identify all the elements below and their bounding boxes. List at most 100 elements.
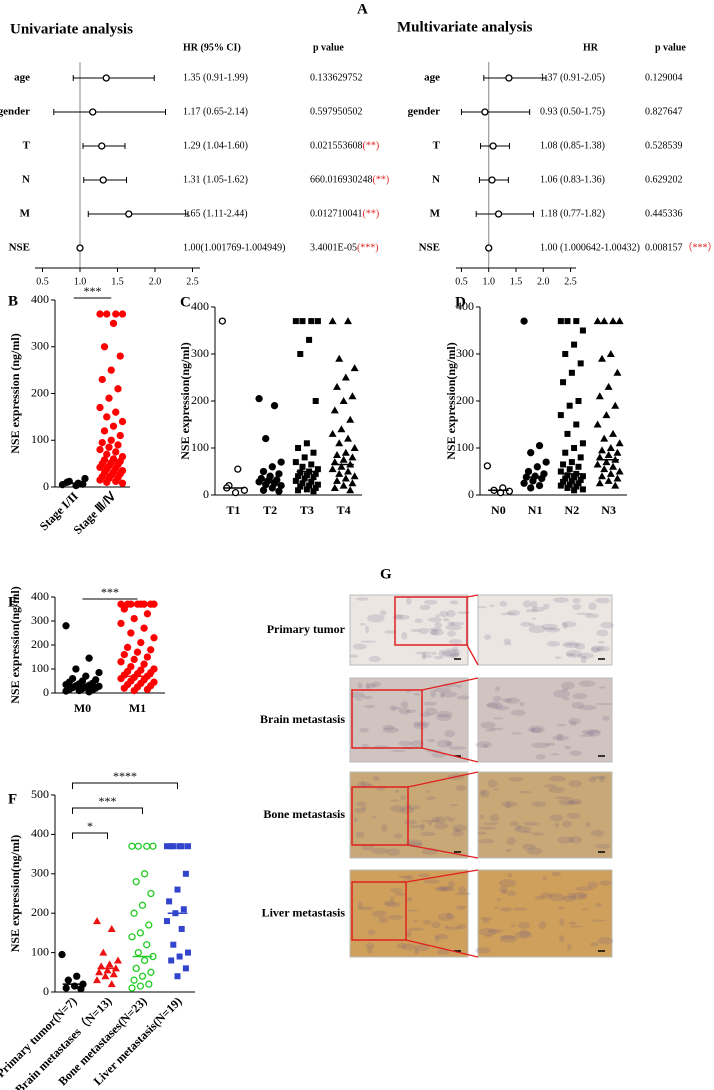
tissue-texture [598,641,605,644]
tissue-texture [540,892,554,899]
data-point [301,475,308,482]
y-tick-label: 0 [203,487,209,501]
data-point [615,439,624,447]
tissue-texture [428,627,443,632]
confidence-interval [53,109,166,115]
data-point [112,310,120,318]
data-point [575,480,582,487]
data-point [149,842,157,850]
data-point [116,352,124,360]
data-point [579,327,586,334]
tissue-texture [422,919,432,925]
significance: *** [99,794,117,808]
data-point [73,972,81,980]
data-point [109,422,118,430]
tissue-texture [405,709,417,713]
tissue-texture [510,924,516,928]
tissue-texture [598,775,605,783]
tissue-texture [438,649,445,657]
data-point [348,453,357,461]
tissue-texture [558,799,576,806]
data-point [107,980,116,988]
data-point [123,600,132,608]
tissue-texture [569,720,577,727]
row-label: Brain metastasis [260,712,345,726]
data-point [314,466,321,473]
data-point [481,108,489,116]
row-label: Bone metastasis [263,807,345,821]
tissue-texture [390,896,395,902]
data-point [312,470,319,477]
data-point [102,74,110,82]
tissue-texture [523,821,540,826]
data-point [573,421,580,428]
tissue-texture [390,805,406,813]
panel-label: A [357,1,368,17]
data-point [143,685,152,694]
data-point [64,976,72,984]
tissue-texture [411,740,424,748]
data-point [143,842,151,850]
tissue-texture [356,801,367,807]
data-point [82,672,90,680]
data-point [133,600,142,608]
tissue-texture [436,739,452,748]
tissue-texture [551,753,560,756]
tissue-texture [578,680,596,687]
tissue-texture [403,875,415,881]
data-point [488,176,496,184]
tissue-texture [434,687,451,693]
tissue-texture [567,812,581,819]
tissue-texture [567,943,572,951]
data-point [577,476,584,483]
tissue-texture [349,654,359,658]
data-point [107,924,116,932]
y-tick-label: 200 [31,385,49,399]
data-point [303,440,310,447]
data-point [231,488,240,497]
tissue-texture [543,784,556,788]
tissue-texture [562,688,569,692]
data-point [562,475,569,482]
tissue-texture [590,919,608,922]
data-point [98,142,106,150]
tissue-texture [520,621,532,627]
data-point [593,460,602,468]
tissue-texture [590,646,600,654]
significance: (***) [357,242,379,253]
tissue-texture [548,786,565,793]
data-point [125,210,133,218]
tissue-texture [501,698,513,703]
row-label: M [430,208,441,220]
row-label: M [20,208,31,220]
data-point [602,458,611,466]
tissue-texture [572,603,581,611]
data-point [145,980,153,988]
y-tick-label: 100 [456,440,474,454]
data-point [275,470,283,478]
tissue-texture [598,686,606,689]
tissue-texture [496,898,501,902]
data-point [598,472,607,480]
confidence-interval [72,75,155,81]
tissue-texture [434,935,440,942]
tissue-texture [439,691,445,699]
tissue-texture [499,935,518,943]
data-point [310,488,317,495]
tissue-texture [406,897,413,902]
tissue-texture [431,816,447,824]
tissue-texture [549,814,564,822]
tissue-texture [507,873,513,878]
panel-label: D [455,294,466,310]
zoom-box [351,786,409,846]
tissue-texture [418,627,430,635]
y-tick-label: 200 [191,393,209,407]
data-point [105,443,113,451]
data-point [330,406,339,414]
tissue-texture [456,906,466,910]
data-point [527,484,535,492]
y-tick-label: 400 [31,826,49,840]
tissue-texture [413,722,429,730]
tissue-texture [486,702,500,708]
tissue-texture [484,634,492,640]
